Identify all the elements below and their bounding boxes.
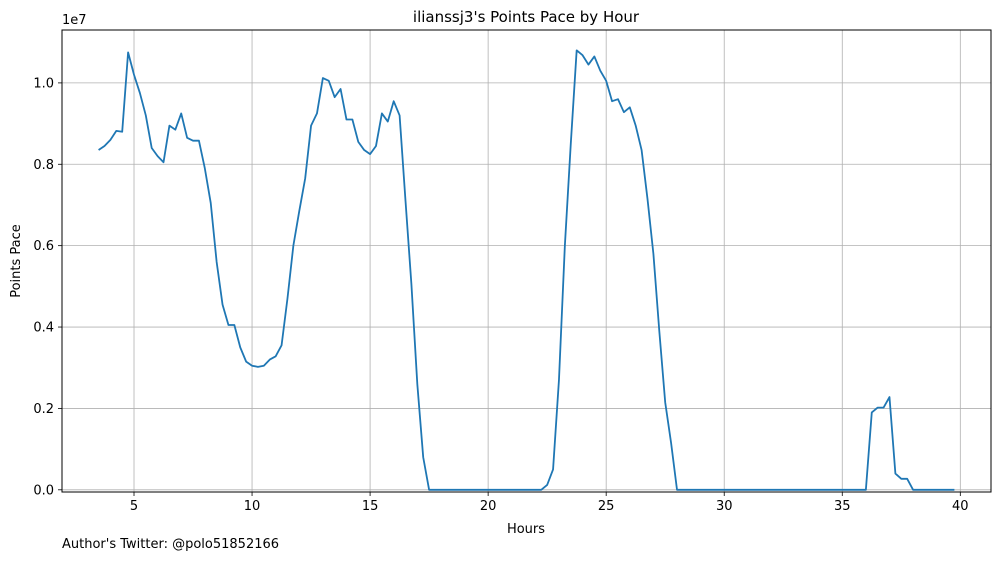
x-tick-label: 20 [480,499,497,514]
y-tick-label: 0.4 [33,321,54,336]
plot-area-frame [61,29,992,493]
author-twitter-credit: Author's Twitter: @polo51852166 [62,537,280,552]
y-axis-offset-label: 1e7 [62,13,87,28]
y-axis-label: Points Pace [9,224,24,298]
x-tick-label: 25 [598,499,615,514]
series-line-points-pace [98,49,955,491]
axis-ticks: 5 10 15 20 25 30 35 40 0.0 0.2 0.4 0.6 0.8 1.0 [33,76,968,514]
x-tick-label: 15 [362,499,379,514]
y-tick-label: 0.8 [33,158,54,173]
x-tick-label: 30 [716,499,733,514]
x-tick-label: 40 [952,499,969,514]
x-tick-label: 35 [834,499,851,514]
grid-lines [62,30,991,492]
y-tick-label: 0.6 [33,239,54,254]
x-tick-label: 10 [244,499,261,514]
x-axis-label: Hours [507,522,545,537]
y-tick-label: 0.0 [33,483,54,498]
chart-title: ilianssj3's Points Pace by Hour [413,8,640,26]
x-tick-label: 5 [130,499,138,514]
y-tick-label: 0.2 [33,402,54,417]
y-tick-label: 1.0 [33,76,54,91]
